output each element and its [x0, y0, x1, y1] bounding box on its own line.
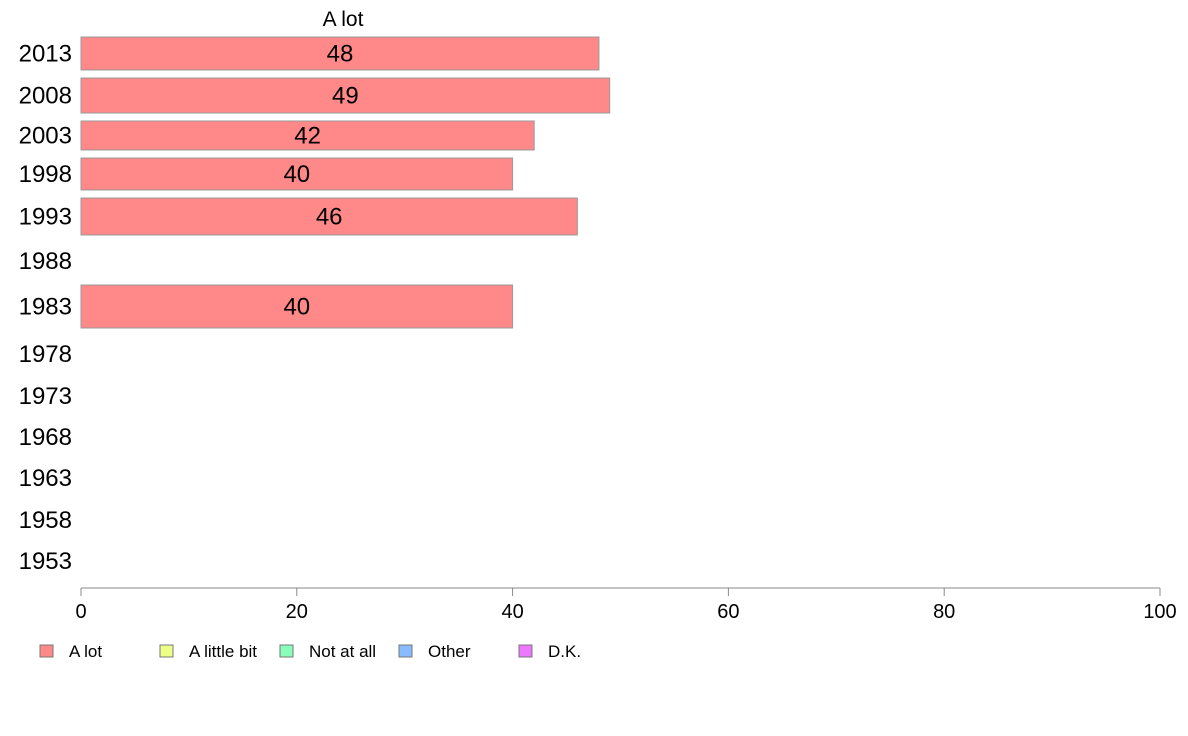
legend-label: A little bit: [189, 642, 257, 661]
y-tick-label: 1998: [19, 161, 72, 188]
bar-data-label: 49: [332, 83, 359, 110]
bar-data-label: 42: [294, 123, 321, 150]
legend-swatch: [159, 644, 174, 658]
legend-label: Other: [428, 642, 471, 661]
y-tick-label: 1973: [19, 383, 72, 410]
x-axis-ticks: 0 20 40 60 80 100: [75, 588, 1177, 623]
bar: [80, 197, 578, 236]
y-tick-label: 2013: [19, 41, 72, 68]
y-tick-label: 1978: [19, 341, 72, 368]
legend-swatch: [279, 644, 294, 658]
y-tick-label: 1988: [19, 248, 72, 275]
x-tick-label: 40: [501, 601, 523, 623]
bar: [80, 36, 600, 71]
bar: [80, 77, 611, 114]
y-tick-label: 1958: [19, 507, 72, 534]
x-tick-label: 80: [933, 601, 955, 623]
legend-swatch: [39, 644, 54, 658]
bar: [80, 157, 514, 191]
bar: [80, 284, 514, 329]
y-tick-label: 1993: [19, 204, 72, 231]
x-tick-label: 60: [717, 601, 739, 623]
y-tick-label: 1963: [19, 465, 72, 492]
y-tick-label: 1983: [19, 294, 72, 321]
bar-data-label: 40: [283, 161, 310, 188]
bar-data-label: 46: [316, 204, 343, 231]
x-tick-label: 100: [1143, 601, 1176, 623]
y-tick-label: 1968: [19, 424, 72, 451]
legend-label: A lot: [69, 642, 102, 661]
legend: A lot A little bit Not at all Other D.K.: [39, 642, 581, 661]
x-tick-label: 0: [75, 601, 86, 623]
chart-title: A lot: [323, 8, 364, 31]
y-tick-label: 1953: [19, 548, 72, 575]
y-tick-label: 2008: [19, 83, 72, 110]
bar-data-label: 48: [327, 41, 354, 68]
legend-swatch: [398, 644, 413, 658]
legend-swatch: [518, 644, 533, 658]
y-axis-labels: 2013 2008 2003 1998 1993 1988 1983 1978 1973 1968…: [19, 41, 72, 576]
legend-label: Not at all: [309, 642, 376, 661]
bar-data-label: 40: [283, 294, 310, 321]
y-tick-label: 2003: [19, 123, 72, 150]
legend-label: D.K.: [548, 642, 581, 661]
x-tick-label: 20: [286, 601, 308, 623]
bar: [80, 120, 535, 151]
